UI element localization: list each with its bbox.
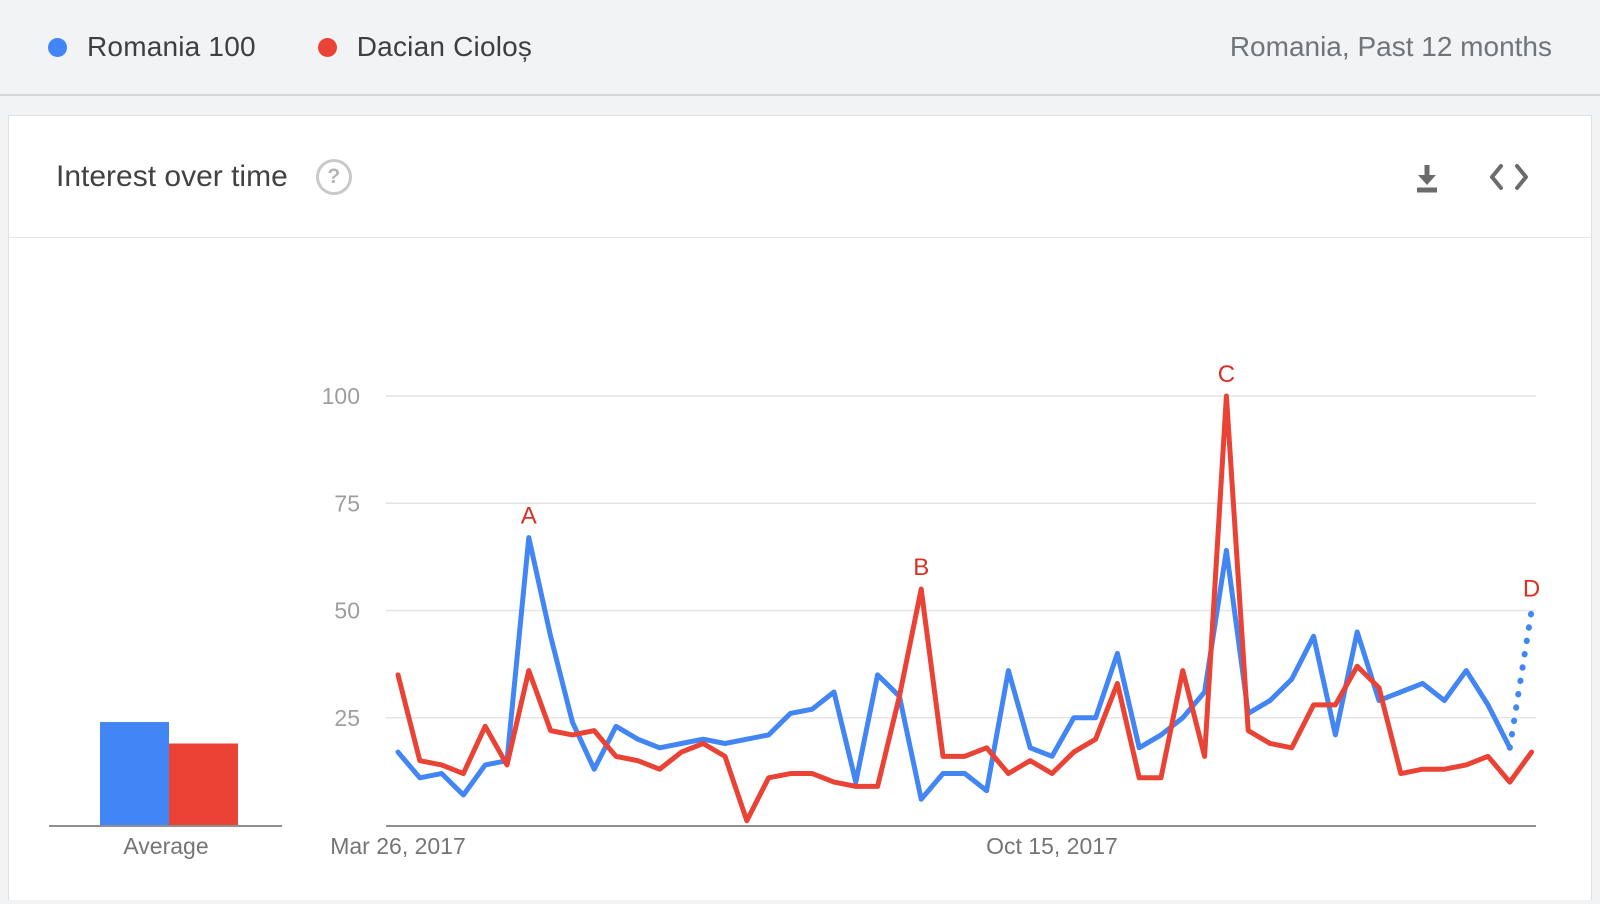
card-header: Interest over time ? bbox=[9, 116, 1591, 238]
region-timerange-context: Romania, Past 12 months bbox=[1229, 31, 1552, 62]
interest-over-time-card: Interest over time ? 25 50 75 100 Mar 26, 20… bbox=[8, 115, 1592, 900]
interest-over-time-chart[interactable]: 25 50 75 100 Mar 26, 2017 Oct 15, 2017 Average… bbox=[9, 251, 1600, 899]
series-dot-blue-icon bbox=[48, 37, 67, 57]
svg-text:B: B bbox=[913, 554, 929, 581]
svg-text:75: 75 bbox=[334, 490, 360, 516]
svg-text:50: 50 bbox=[334, 598, 360, 624]
svg-text:25: 25 bbox=[334, 705, 360, 731]
download-button[interactable] bbox=[1405, 155, 1449, 199]
svg-text:100: 100 bbox=[322, 383, 360, 409]
comparison-topbar: Romania 100 Dacian Cioloș Romania, Past … bbox=[0, 0, 1600, 96]
card-actions bbox=[1367, 116, 1531, 237]
download-icon bbox=[1417, 164, 1437, 192]
svg-text:Oct 15, 2017: Oct 15, 2017 bbox=[986, 833, 1118, 859]
svg-text:C: C bbox=[1218, 361, 1235, 388]
help-icon[interactable]: ? bbox=[315, 158, 352, 195]
svg-text:D: D bbox=[1523, 576, 1540, 603]
legend-item-dacian-ciolos[interactable]: Dacian Cioloș bbox=[317, 31, 533, 63]
legend-item-romania-100[interactable]: Romania 100 bbox=[48, 31, 256, 63]
embed-button[interactable] bbox=[1487, 155, 1531, 199]
embed-icon bbox=[1490, 163, 1528, 190]
svg-text:Average: Average bbox=[123, 833, 208, 859]
chart-area: 25 50 75 100 Mar 26, 2017 Oct 15, 2017 Average… bbox=[9, 251, 1600, 899]
svg-text:A: A bbox=[521, 503, 537, 530]
legend-label: Romania 100 bbox=[87, 31, 256, 62]
svg-text:Mar 26, 2017: Mar 26, 2017 bbox=[330, 833, 466, 859]
card-title: Interest over time bbox=[56, 159, 288, 193]
series-dot-red-icon bbox=[317, 37, 337, 57]
legend-label: Dacian Cioloș bbox=[356, 31, 533, 62]
